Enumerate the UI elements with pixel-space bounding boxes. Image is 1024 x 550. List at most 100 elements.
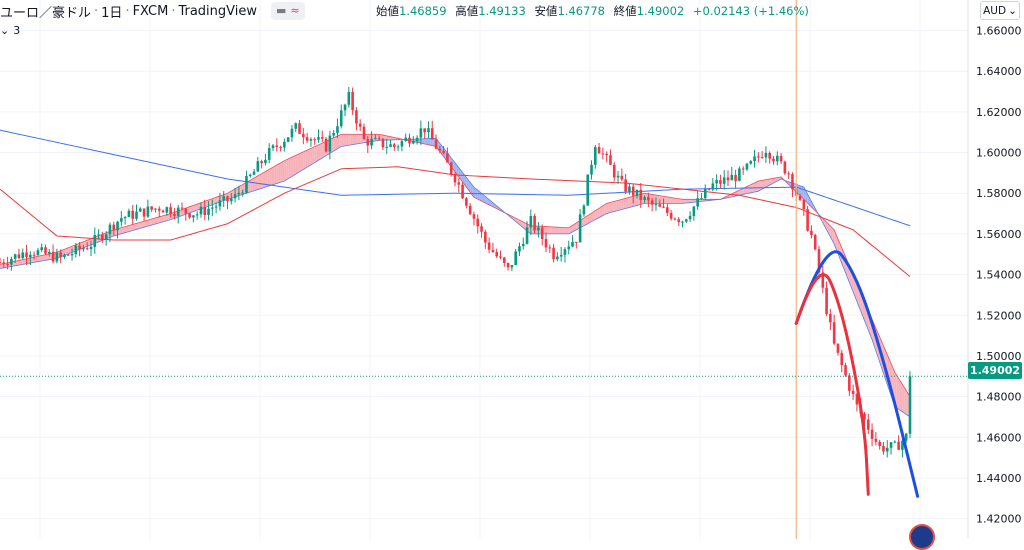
wave-icon[interactable]: ≈: [290, 4, 299, 18]
candle-body: [37, 250, 40, 255]
candle-body: [211, 208, 214, 209]
y-tick-label: 1.56000: [976, 228, 1022, 241]
candle-body: [693, 207, 696, 216]
candle-body: [677, 219, 680, 222]
ichimoku-cloud-slice: [313, 147, 315, 164]
candle-body: [560, 255, 563, 257]
ichimoku-cloud-slice: [137, 223, 139, 230]
candle-body: [162, 211, 165, 213]
ichimoku-cloud-slice: [599, 207, 601, 218]
candle-body: [166, 207, 169, 212]
candle-body: [871, 430, 874, 439]
candle-body: [207, 209, 210, 215]
candle-body: [56, 253, 59, 262]
candle-body: [86, 248, 89, 249]
currency-label: AUD: [983, 5, 1006, 17]
y-tick-label: 1.42000: [976, 513, 1022, 526]
tradingview-logo-icon[interactable]: [909, 524, 935, 550]
candle-body: [670, 213, 673, 219]
candle-body: [643, 197, 646, 200]
candle-body: [583, 206, 586, 215]
candle-body: [837, 344, 840, 353]
ichimoku-cloud-slice: [264, 172, 266, 188]
ichimoku-cloud-slice: [565, 228, 567, 234]
candle-body: [75, 246, 78, 254]
candle-body: [776, 156, 779, 161]
candle-body: [147, 206, 150, 216]
candle-body: [840, 353, 843, 365]
candle-body: [120, 218, 123, 221]
symbol-title[interactable]: ユーロ／豪ドル: [0, 2, 91, 21]
candle-body: [230, 198, 233, 201]
ichimoku-cloud-slice: [675, 198, 677, 203]
candle-body: [852, 391, 855, 394]
ichimoku-cloud-slice: [605, 203, 607, 214]
candle-body: [154, 209, 157, 210]
ichimoku-cloud-slice: [901, 381, 903, 412]
ichimoku-cloud-slice: [677, 198, 679, 203]
ichimoku-cloud-slice: [190, 206, 192, 213]
ichimoku-cloud-slice: [749, 185, 751, 194]
ichimoku-cloud-slice: [129, 225, 131, 232]
candle-body: [810, 231, 813, 235]
candle-body: [552, 248, 555, 260]
candle-body: [10, 259, 13, 265]
candle-body: [404, 138, 407, 141]
ichimoku-cloud-slice: [320, 143, 322, 159]
ichimoku-cloud-slice: [616, 200, 618, 211]
candle-body: [719, 180, 722, 184]
candle-body: [878, 442, 881, 446]
ichimoku-cloud-slice: [626, 198, 628, 209]
ichimoku-cloud-slice: [282, 161, 284, 182]
ohlc-high-key: 高値: [455, 4, 478, 18]
ichimoku-cloud-slice: [673, 198, 675, 204]
ichimoku-cloud-slice: [559, 227, 561, 234]
quick-toggle-group[interactable]: ▬ ≈: [271, 2, 305, 20]
candle-body: [772, 159, 775, 162]
ichimoku-cloud-slice: [355, 134, 357, 144]
candle-body: [6, 264, 9, 265]
y-tick-label: 1.60000: [976, 147, 1022, 160]
candle-body: [662, 207, 665, 208]
minus-icon[interactable]: ▬: [276, 4, 286, 18]
candle-body: [609, 155, 612, 165]
candle-body: [639, 190, 642, 200]
candle-body: [511, 265, 514, 267]
candle-body: [655, 204, 658, 205]
candle-body: [401, 141, 404, 146]
candle-body: [143, 209, 146, 217]
candle-body: [556, 257, 559, 260]
ichimoku-cloud-slice: [161, 216, 163, 223]
candle-body: [476, 219, 479, 227]
candle-body: [590, 165, 593, 175]
broker-label: FXCM: [133, 4, 169, 19]
ichimoku-cloud-slice: [550, 227, 552, 234]
ichimoku-cloud-slice: [756, 181, 758, 192]
candle-body: [196, 214, 199, 215]
candle-body: [344, 105, 347, 111]
ichimoku-cloud-slice: [135, 223, 137, 230]
indicator-toggle[interactable]: ⌄ 3: [0, 24, 20, 37]
interval-label[interactable]: 1日: [101, 2, 122, 21]
candle-body: [761, 157, 764, 158]
ichimoku-cloud-slice: [260, 174, 262, 189]
ichimoku-cloud-slice: [612, 201, 614, 212]
ichimoku-cloud-slice: [347, 134, 349, 145]
red-arc-drawing: [796, 275, 868, 495]
candle-body: [348, 92, 351, 105]
header-separator: ·: [171, 4, 175, 19]
ichimoku-cloud-slice: [358, 134, 360, 143]
candle-body: [382, 139, 385, 148]
candle-body: [222, 196, 225, 200]
candle-body: [621, 176, 624, 180]
candle-body: [469, 206, 472, 215]
candle-body: [249, 175, 252, 176]
candle-body: [226, 196, 229, 201]
candle-body: [291, 129, 294, 138]
ichimoku-cloud-slice: [684, 199, 686, 203]
ichimoku-cloud-slice: [428, 139, 430, 146]
candle-body: [545, 239, 548, 247]
currency-button[interactable]: AUD ⌄: [980, 1, 1020, 20]
ichimoku-cloud-slice: [311, 147, 313, 164]
